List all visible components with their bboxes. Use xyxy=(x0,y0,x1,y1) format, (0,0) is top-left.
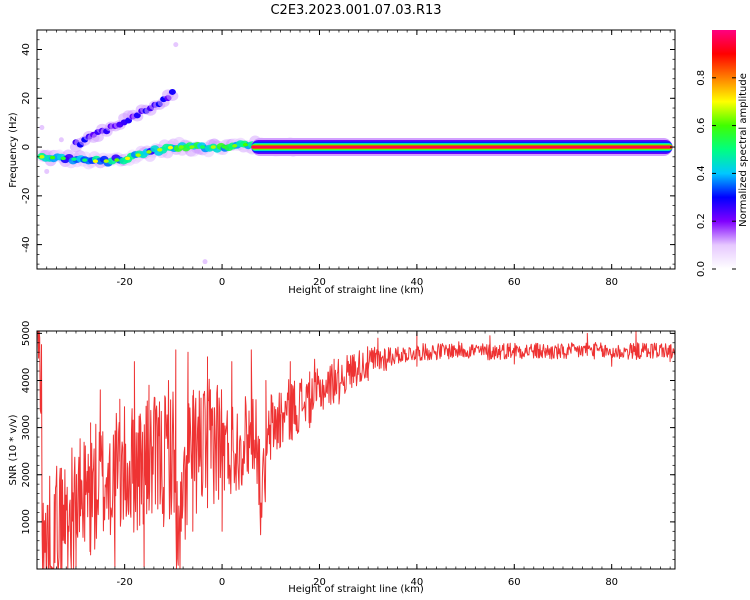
snr-y-label: SNR (10 * v/v) xyxy=(8,414,19,485)
spectrogram-y-tick-label: -20 xyxy=(21,188,32,204)
spectrogram-panel: -20 0 20 40 60 80 -40 -20 0 20 40 Height of strai… xyxy=(8,29,676,296)
speckle xyxy=(39,125,45,131)
spectrogram-y-tick-label: 20 xyxy=(21,92,32,105)
colorbar-tick-label: 0.0 xyxy=(696,261,707,277)
spectrogram-x-tick-label: 80 xyxy=(605,277,618,288)
ridge-core xyxy=(49,155,56,160)
speckle xyxy=(173,42,179,48)
snr-x-ticks: -20 0 20 40 60 80 xyxy=(36,331,671,588)
snr-y-tick-label: 4000 xyxy=(21,368,32,393)
speckle xyxy=(58,137,64,143)
ridge-band-layer-6 xyxy=(251,146,673,148)
snr-x-tick-label: 0 xyxy=(219,577,225,588)
ridge-core xyxy=(135,153,141,157)
ridge-core xyxy=(124,156,131,161)
ridge-core xyxy=(199,145,206,149)
colorbar-label: Normalized spectral amplitude xyxy=(738,73,749,227)
spectrogram-x-tick-label: -20 xyxy=(116,277,132,288)
snr-x-label: Height of straight line (km) xyxy=(288,584,424,595)
snr-series-line xyxy=(37,331,675,569)
ridge-core xyxy=(167,145,174,150)
spectrogram-y-ticks: -40 -20 0 20 40 xyxy=(21,29,675,265)
ridge-core xyxy=(189,145,195,149)
spectrogram-marks xyxy=(37,42,673,265)
colorbar-tick-label: 0.4 xyxy=(696,165,707,181)
spectrogram-frame xyxy=(36,29,676,270)
colorbar-tick-label: 0.2 xyxy=(696,213,707,229)
ridge-core xyxy=(242,142,249,147)
speckle xyxy=(44,168,50,174)
ridge-core xyxy=(146,150,152,154)
ridge-core xyxy=(157,147,163,152)
figure-title: C2E3.2023.001.07.03.R13 xyxy=(270,3,441,18)
spectrogram-y-label: Frequency (Hz) xyxy=(8,112,19,188)
secondary-ridge xyxy=(69,88,179,153)
ridge-core xyxy=(114,158,120,162)
ridge-core xyxy=(103,159,109,163)
main-ridge xyxy=(37,135,673,170)
spectrogram-x-tick-label: 0 xyxy=(219,277,225,288)
snr-y-tick-label: 3000 xyxy=(21,415,32,440)
spectrogram-x-tick-label: 20 xyxy=(313,277,326,288)
ridge-core xyxy=(178,145,184,149)
spectrogram-x-ticks: -20 0 20 40 60 80 xyxy=(36,30,671,288)
snr-y-ticks: 1000 2000 3000 4000 5000 xyxy=(21,321,675,570)
secondary-halo-blob xyxy=(166,90,179,101)
spectrogram-y-tick-label: 40 xyxy=(21,43,32,56)
secondary-blob xyxy=(168,88,176,95)
snr-frame xyxy=(36,330,676,570)
colorbar: 0.0 0.2 0.4 0.6 0.8 Normalized spectral ampl… xyxy=(696,30,749,277)
ridge-core xyxy=(92,159,99,164)
spectrogram-y-tick-label: 0 xyxy=(21,144,32,150)
colorbar-tick-label: 0.8 xyxy=(696,70,707,86)
snr-y-tick-label: 5000 xyxy=(21,321,32,346)
snr-y-tick-label: 2000 xyxy=(21,462,32,487)
colorbar-gradient xyxy=(712,30,736,269)
colorbar-tick-label: 0.6 xyxy=(696,118,707,134)
snr-panel: -20 0 20 40 60 80 1000 2000 3000 4000 5000 Height… xyxy=(8,321,676,595)
ridge-core xyxy=(210,145,216,149)
snr-x-tick-label: 80 xyxy=(605,577,618,588)
snr-x-tick-label: 40 xyxy=(411,577,424,588)
snr-y-tick-label: 1000 xyxy=(21,509,32,534)
snr-x-tick-label: 60 xyxy=(508,577,521,588)
spectrogram-x-label: Height of straight line (km) xyxy=(288,285,424,296)
ridge-core xyxy=(39,155,45,159)
speckle xyxy=(202,259,208,265)
ridge-core xyxy=(221,145,227,149)
colorbar-ticks: 0.0 0.2 0.4 0.6 0.8 xyxy=(696,70,736,277)
snr-marks xyxy=(37,331,675,569)
ridge-core xyxy=(82,158,88,162)
snr-x-tick-label: 20 xyxy=(313,577,326,588)
ridge-core xyxy=(232,143,238,148)
secondary-blob xyxy=(133,112,141,119)
spectrogram-x-tick-label: 40 xyxy=(411,277,424,288)
spectrogram-x-tick-label: 60 xyxy=(508,277,521,288)
ridge-core xyxy=(71,157,77,161)
secondary-halo-blob xyxy=(91,132,104,143)
ridge-core xyxy=(60,156,66,161)
snr-x-tick-label: -20 xyxy=(116,577,132,588)
spectrogram-y-tick-label: -40 xyxy=(21,236,32,252)
